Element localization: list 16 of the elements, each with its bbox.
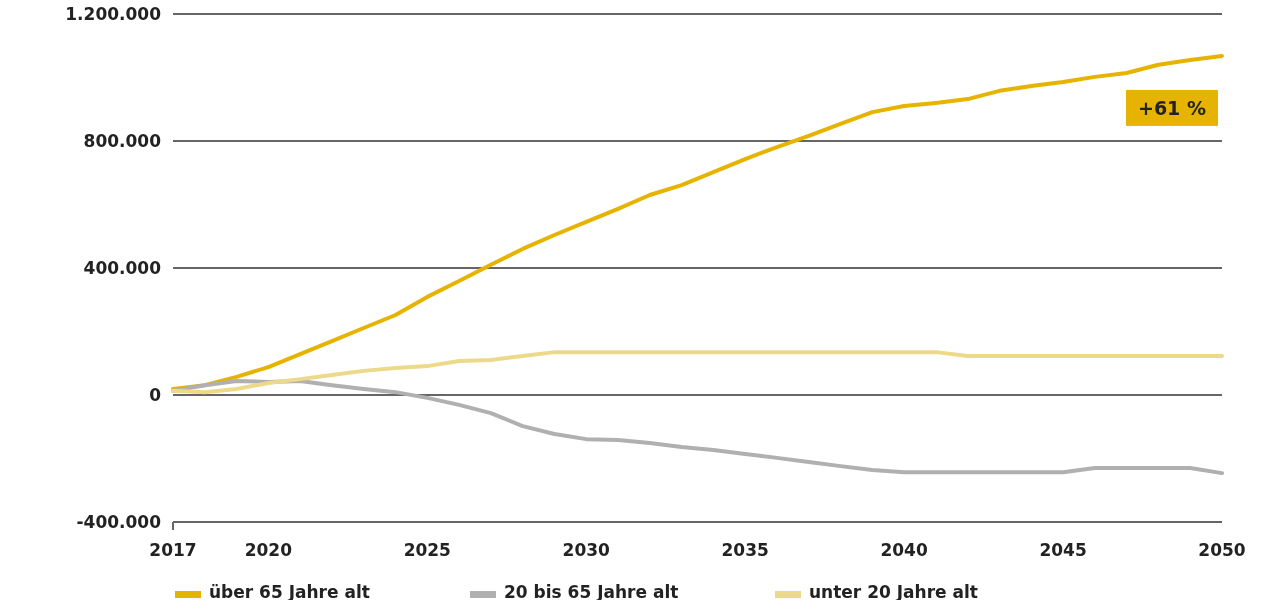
y-tick-label: 800.000 bbox=[83, 131, 162, 151]
y-tick-label: 0 bbox=[149, 385, 162, 405]
x-tick-label: 2035 bbox=[721, 540, 769, 560]
x-tick-label: 2040 bbox=[880, 540, 928, 560]
x-tick-label: 2045 bbox=[1039, 540, 1087, 560]
x-tick-label: 2050 bbox=[1198, 540, 1246, 560]
x-tick-label: 2025 bbox=[403, 540, 451, 560]
line-series bbox=[171, 350, 1224, 395]
y-tick-label: 400.000 bbox=[83, 258, 162, 278]
x-tick-label: 2030 bbox=[562, 540, 611, 560]
line-series bbox=[171, 53, 1224, 391]
x-tick-label: 2017 bbox=[149, 540, 197, 560]
x-tick-label: 2020 bbox=[244, 540, 293, 560]
y-tick-label: 1.200.000 bbox=[65, 4, 162, 24]
y-tick-label: -400.000 bbox=[76, 512, 162, 532]
annotation: +61 % bbox=[1137, 96, 1207, 119]
